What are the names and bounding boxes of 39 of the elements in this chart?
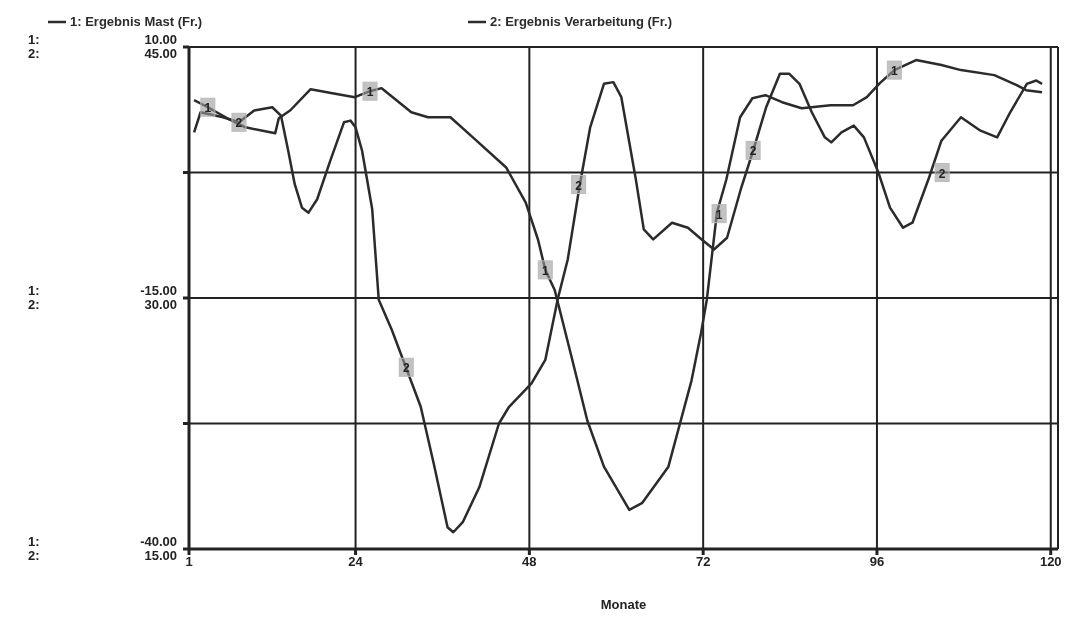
number-tag: 2	[398, 357, 414, 377]
number-tag: 1	[886, 60, 902, 80]
annotation: 1	[204, 101, 212, 116]
annotation: 2	[402, 361, 410, 376]
text: 2:	[28, 548, 40, 563]
annotation: 1	[541, 263, 549, 278]
y-tick-label: 10.00	[144, 32, 177, 47]
number-tag: 2	[745, 140, 761, 160]
annotation: 1	[890, 64, 898, 79]
number-tag: 1	[362, 81, 378, 101]
legend-label: 1: Ergebnis Mast (Fr.)	[70, 14, 203, 29]
x-tick-label: 24	[348, 554, 364, 570]
legend-label: 2: Ergebnis Verarbeitung (Fr.)	[490, 14, 673, 29]
x-axis-title: Monate	[600, 597, 647, 612]
annotation: 2	[938, 166, 946, 181]
annotation: 1	[715, 207, 723, 222]
y-tick-label: -15.00	[140, 283, 177, 298]
number-tag: 1	[200, 97, 216, 117]
number-tag: 2	[934, 163, 950, 182]
text: 1:	[28, 32, 40, 47]
x-tick-label: 72	[695, 554, 711, 570]
y-tick-label: -40.00	[140, 534, 177, 549]
y2-tick-label: 45.00	[144, 46, 177, 61]
number-tag: 2	[571, 175, 587, 195]
annotation: 1	[366, 85, 374, 100]
text: 1:	[28, 534, 40, 549]
number-tag: 1	[711, 204, 727, 224]
number-tag: 1	[537, 260, 553, 280]
x-tick-label: 120	[1039, 554, 1062, 570]
text: 2:	[28, 46, 40, 61]
x-tick-label: 48	[522, 554, 537, 570]
annotation: 2	[749, 144, 757, 159]
text: 2:	[28, 297, 40, 312]
y2-tick-label: 30.00	[144, 297, 177, 312]
text: 1:	[28, 283, 40, 298]
x-tick-label: 96	[869, 554, 885, 570]
annotation: 2	[575, 178, 583, 193]
y2-tick-label: 15.00	[144, 548, 177, 563]
x-tick-label: 1	[185, 554, 193, 570]
